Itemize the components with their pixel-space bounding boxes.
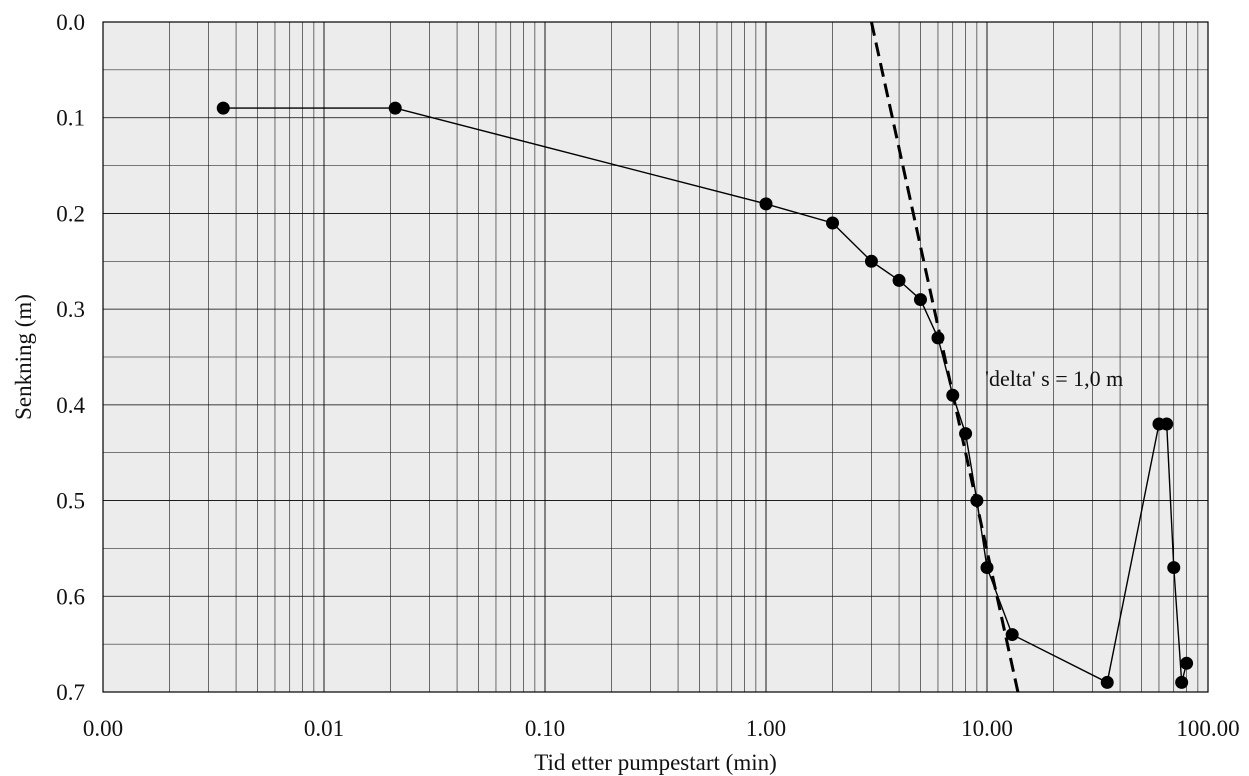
data-point — [892, 273, 906, 287]
x-tick-label: 100.00 — [1176, 716, 1239, 741]
data-point — [216, 101, 230, 115]
y-tick-label: 0.6 — [56, 584, 85, 609]
trend-line — [869, 21, 1020, 693]
trend-line-group — [869, 21, 1020, 693]
data-point — [759, 197, 773, 211]
y-tick-label: 0.0 — [56, 10, 85, 35]
y-axis-title: Senkning (m) — [11, 294, 36, 420]
x-tick-label: 10.00 — [961, 716, 1013, 741]
x-tick-label: 0.01 — [304, 716, 344, 741]
delta-annotation: 'delta' s = 1,0 m — [985, 366, 1123, 391]
data-point — [1175, 675, 1189, 689]
grid — [102, 22, 1208, 692]
x-tick-label: 0.00 — [83, 716, 123, 741]
x-axis-title: Tid etter pumpestart (min) — [534, 750, 777, 775]
y-tick-label: 0.4 — [56, 393, 85, 418]
series-group — [216, 101, 1194, 689]
data-point — [1167, 561, 1181, 575]
x-tick-labels: 0.00 0.01 0.10 1.00 10.00 100.00 — [83, 716, 1240, 741]
data-point — [980, 561, 994, 575]
y-tick-label: 0.2 — [56, 201, 85, 226]
x-tick-label: 1.00 — [746, 716, 786, 741]
data-point — [1180, 656, 1194, 670]
data-point — [931, 331, 945, 345]
data-point — [388, 101, 402, 115]
y-tick-labels: 0.0 0.1 0.2 0.3 0.4 0.5 0.6 0.7 — [56, 10, 85, 705]
data-point — [970, 494, 984, 508]
data-point — [826, 216, 840, 230]
data-point — [1005, 628, 1019, 642]
y-tick-label: 0.5 — [56, 489, 85, 514]
y-tick-label: 0.7 — [56, 680, 85, 705]
y-tick-label: 0.1 — [56, 106, 85, 131]
x-tick-label: 0.10 — [525, 716, 565, 741]
data-point — [913, 293, 927, 307]
data-point — [864, 254, 878, 268]
y-tick-label: 0.3 — [56, 297, 85, 322]
data-point — [1160, 417, 1174, 431]
data-point — [946, 388, 960, 402]
data-point — [1100, 675, 1114, 689]
data-point — [959, 427, 973, 441]
